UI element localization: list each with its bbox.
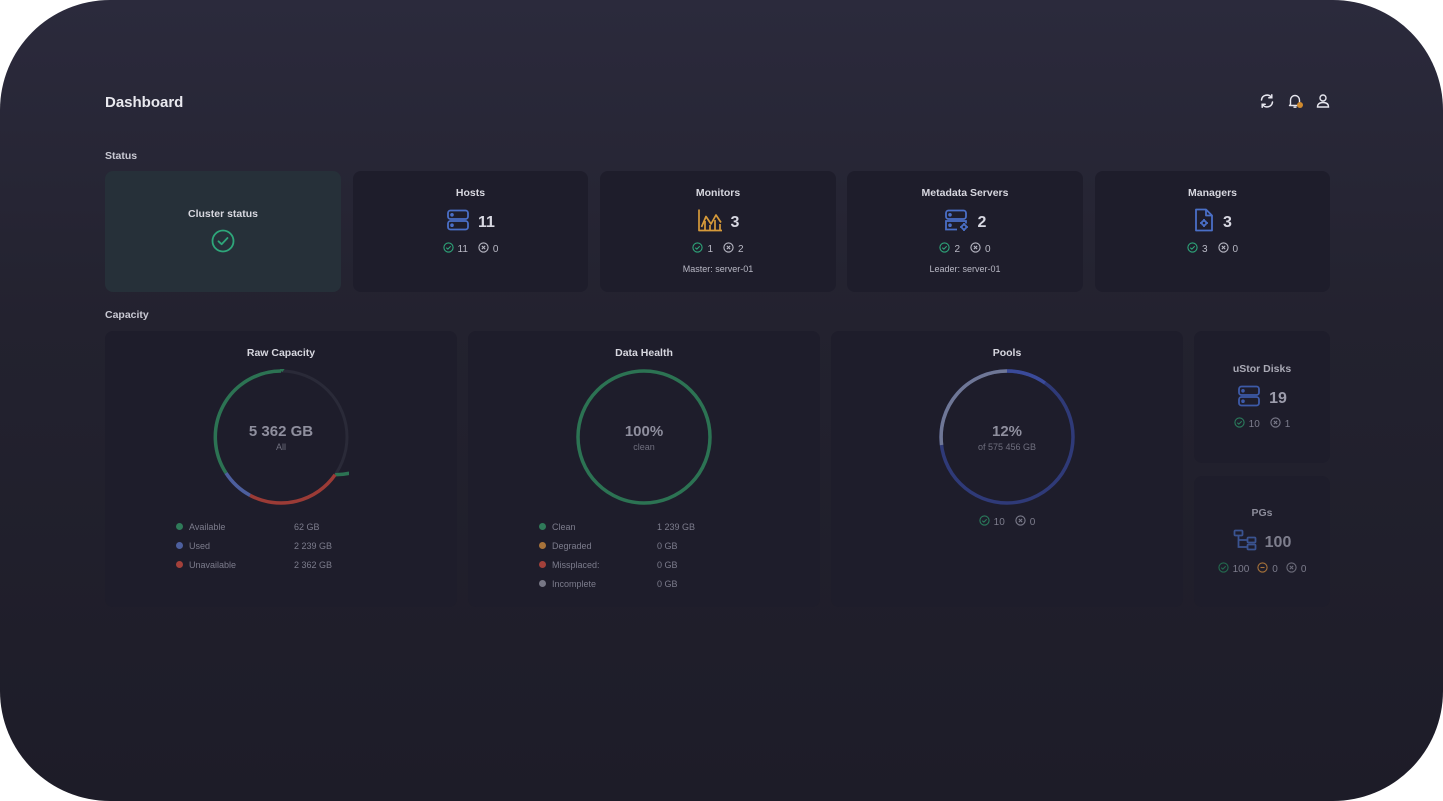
monitors-fail-count: 2 (738, 243, 744, 255)
ok-icon (979, 515, 990, 529)
legend-item: Available 62 GB (176, 517, 332, 536)
pgs-count: 100 (1264, 533, 1292, 551)
monitors-count: 3 (730, 213, 740, 231)
managers-fail-count: 0 (1232, 243, 1239, 255)
ok-icon (1187, 242, 1198, 256)
hosts-title: Hosts (455, 187, 486, 199)
pools-ok-count: 10 (993, 516, 1005, 528)
metadata-servers-card[interactable]: Metadata Servers 2 2 0 Leader: server-01 (847, 171, 1083, 292)
monitors-title: Monitors (695, 187, 741, 199)
cluster-status-card[interactable]: Cluster status (105, 171, 341, 292)
raw-capacity-legend: Available 62 GB Used 2 239 GB Unavailable 2… (176, 517, 332, 574)
hosts-fail-count: 0 (492, 243, 499, 255)
monitor-chart-icon (697, 208, 723, 237)
data-health-donut: 100% clean (576, 369, 712, 505)
managers-count: 3 (1223, 213, 1232, 231)
pools-title: Pools (992, 347, 1022, 359)
pgs-card[interactable]: PGs 100 100 0 0 (1194, 476, 1330, 607)
data-health-legend: Clean 1 239 GB Degraded 0 GB Missplaced: 0 … (539, 517, 695, 593)
ok-icon (442, 242, 454, 256)
ustor-disks-title: uStor Disks (1232, 363, 1292, 375)
data-health-status: clean (633, 442, 655, 452)
monitors-card[interactable]: Monitors 3 1 2 Master: server-01 (600, 171, 836, 292)
warning-icon (1257, 562, 1268, 576)
managers-title: Managers (1187, 187, 1238, 199)
raw-available-arc (279, 341, 403, 477)
raw-capacity-donut: 5 362 GB All (213, 341, 403, 505)
ustor-disks-count: 19 (1269, 389, 1287, 407)
legend-item: Clean 1 239 GB (539, 517, 695, 536)
managers-card[interactable]: Managers 3 3 0 (1095, 171, 1330, 292)
status-section-label: Status (105, 150, 138, 162)
fail-icon (1015, 515, 1026, 529)
ustor-ok-count: 10 (1248, 418, 1260, 430)
hosts-count: 11 (478, 213, 495, 231)
pgs-fail-count: 0 (1300, 563, 1307, 575)
ok-icon (1217, 562, 1229, 576)
pgs-ok-count: 100 (1232, 563, 1250, 575)
metadata-servers-count: 2 (977, 213, 987, 231)
pools-fail-count: 0 (1029, 516, 1036, 528)
fail-icon (723, 242, 734, 256)
metadata-leader: Leader: server-01 (929, 264, 1001, 274)
pgs-title: PGs (1251, 507, 1273, 519)
metadata-servers-title: Metadata Servers (921, 187, 1009, 199)
pools-percent: 12% (991, 423, 1023, 440)
refresh-icon[interactable] (1258, 92, 1276, 110)
managers-ok-count: 3 (1201, 243, 1208, 255)
cluster-status-title: Cluster status (187, 208, 259, 220)
legend-item: Missplaced: 0 GB (539, 555, 695, 574)
legend-item: Unavailable 2 362 GB (176, 555, 332, 574)
server-icon (446, 208, 470, 237)
page-title: Dashboard (105, 94, 184, 111)
capacity-section-label: Capacity (105, 309, 149, 321)
check-circle-icon (211, 229, 235, 258)
server-icon (1237, 384, 1261, 413)
fail-icon (1286, 562, 1297, 576)
fail-icon (1270, 417, 1281, 431)
monitors-ok-count: 1 (707, 243, 713, 255)
ok-icon (939, 242, 951, 256)
header-actions (1258, 92, 1332, 110)
hosts-card[interactable]: Hosts 11 11 0 (353, 171, 588, 292)
data-health-title: Data Health (615, 347, 673, 359)
raw-capacity-total: 5 362 GB (248, 423, 314, 440)
legend-item: Incomplete 0 GB (539, 574, 695, 593)
pools-total: of 575 456 GB (977, 442, 1037, 452)
ustor-disks-card[interactable]: uStor Disks 19 10 1 (1194, 331, 1330, 463)
ustor-fail-count: 1 (1284, 418, 1291, 430)
hosts-ok-count: 11 (457, 243, 468, 255)
health-clean-arc (576, 369, 712, 505)
raw-unavailable-arc (249, 473, 337, 505)
raw-capacity-total-label: All (275, 442, 286, 452)
raw-used-arc (224, 472, 251, 497)
document-settings-icon (1193, 208, 1215, 237)
monitors-master: Master: server-01 (682, 264, 754, 274)
pools-used-arc (939, 369, 1008, 446)
legend-item: Degraded 0 GB (539, 536, 695, 555)
user-icon[interactable] (1314, 92, 1332, 110)
data-health-percent: 100% (624, 423, 664, 440)
pgs-warn-count: 0 (1272, 563, 1278, 575)
fail-icon (1217, 242, 1229, 256)
metadata-ok-count: 2 (954, 243, 960, 255)
legend-item: Used 2 239 GB (176, 536, 332, 555)
raw-capacity-title: Raw Capacity (246, 347, 316, 359)
raw-capacity-card[interactable]: Raw Capacity 5 362 GB All Available 62 GB… (105, 331, 457, 607)
tree-structure-icon (1233, 529, 1257, 556)
fail-icon (478, 242, 489, 256)
pools-donut: 12% of 575 456 GB (939, 369, 1075, 505)
bell-icon[interactable] (1286, 92, 1304, 110)
ok-icon (1234, 417, 1245, 431)
server-settings-icon (944, 208, 970, 237)
pools-card[interactable]: Pools 12% of 575 456 GB 10 0 (831, 331, 1183, 607)
ok-icon (692, 242, 704, 256)
fail-icon (970, 242, 981, 256)
metadata-fail-count: 0 (985, 243, 991, 255)
data-health-card[interactable]: Data Health 100% clean Clean 1 239 GB Deg… (468, 331, 820, 607)
